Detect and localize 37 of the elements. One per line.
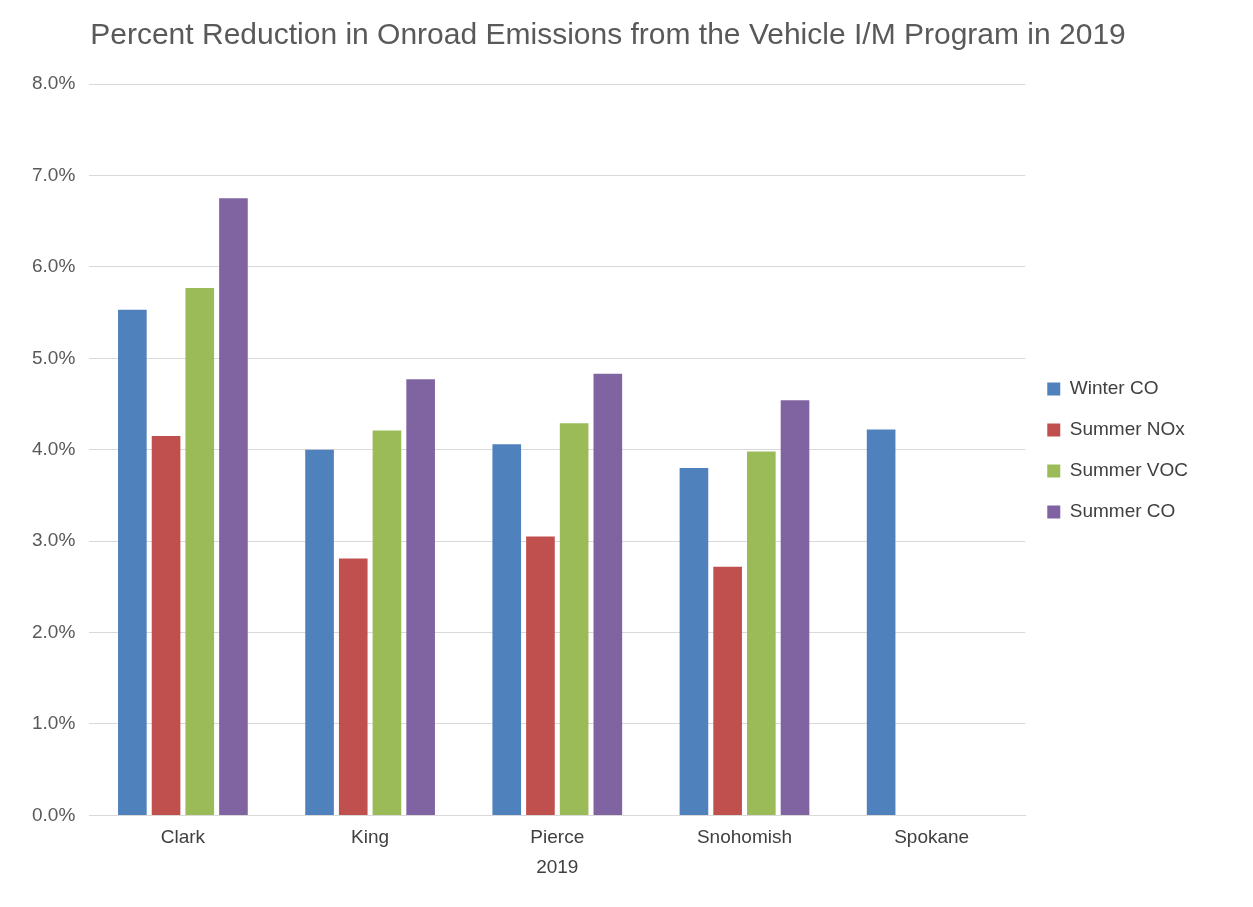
- bar: [151, 435, 181, 815]
- x-tick-label: Spokane: [894, 826, 970, 848]
- y-tick-label: 2.0%: [31, 620, 76, 642]
- y-tick-label: 6.0%: [31, 255, 76, 277]
- bar: [338, 558, 368, 815]
- bar: [747, 451, 776, 815]
- y-tick-label: 1.0%: [31, 712, 76, 734]
- bar: [219, 198, 248, 815]
- y-tick-label: 3.0%: [31, 529, 76, 551]
- bar: [679, 467, 709, 815]
- bar: [866, 429, 896, 815]
- legend-label: Winter CO: [1069, 377, 1159, 399]
- bar: [406, 379, 435, 815]
- chart-title: Percent Reduction in Onroad Emissions from the Vehicle I/M Program in 2019: [90, 17, 1126, 51]
- legend-label: Summer CO: [1069, 500, 1176, 522]
- x-tick-label: Clark: [160, 826, 206, 848]
- y-tick-label: 0.0%: [31, 803, 76, 825]
- bar: [372, 430, 402, 815]
- bar: [559, 423, 589, 815]
- x-tick-label: Snohomish: [696, 826, 793, 848]
- bar: [780, 400, 810, 815]
- bar: [593, 373, 623, 815]
- x-tick-label: King: [351, 826, 390, 848]
- y-tick-label: 7.0%: [31, 163, 76, 185]
- legend-label: Summer NOx: [1069, 418, 1186, 440]
- bar: [713, 566, 742, 815]
- y-tick-label: 8.0%: [31, 72, 76, 94]
- bar: [305, 449, 334, 815]
- bar: [492, 444, 522, 815]
- x-axis-title: 2019: [536, 855, 579, 877]
- bar: [118, 309, 147, 815]
- y-tick-label: 4.0%: [31, 437, 76, 459]
- x-tick-label: Pierce: [530, 826, 585, 848]
- legend-label: Summer VOC: [1069, 459, 1189, 481]
- y-tick-label: 5.0%: [31, 346, 76, 368]
- bar: [526, 536, 555, 815]
- bar: [185, 287, 215, 815]
